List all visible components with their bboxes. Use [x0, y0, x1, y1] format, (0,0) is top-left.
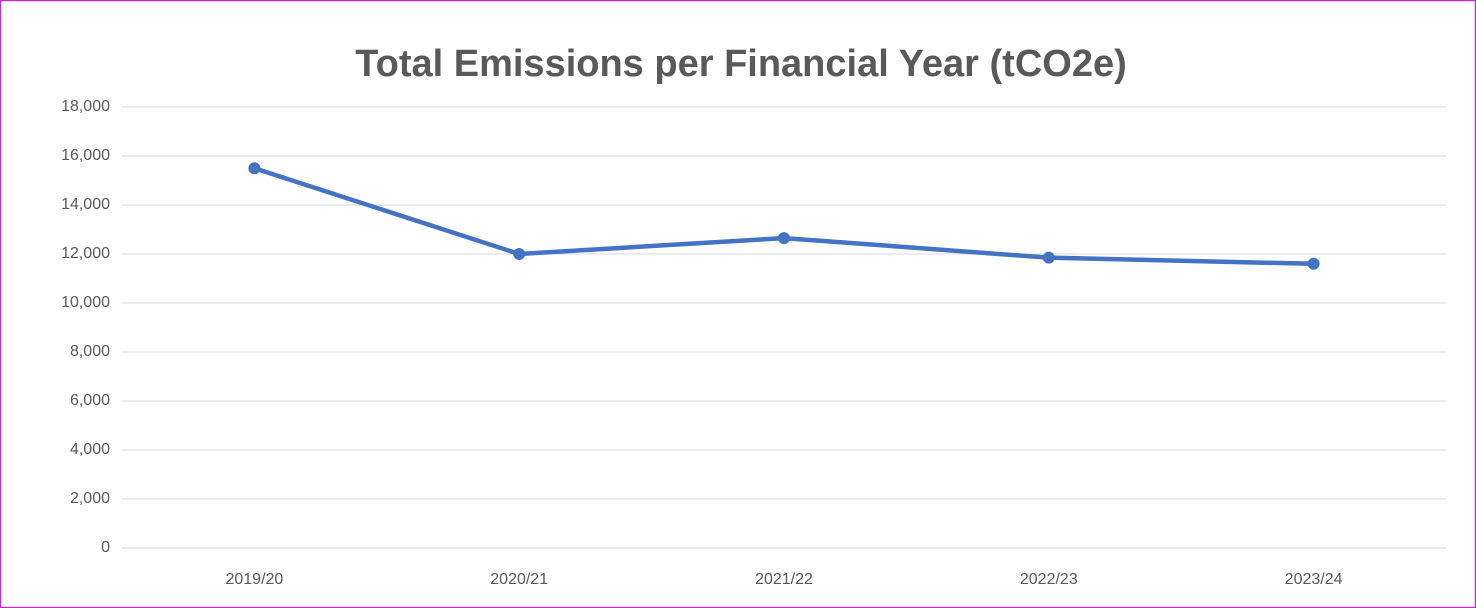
data-point	[513, 248, 526, 260]
x-tick-label: 2021/22	[755, 571, 813, 588]
y-tick-label: 16,000	[61, 147, 110, 164]
data-point	[1307, 257, 1320, 270]
y-tick-label: 0	[101, 539, 110, 556]
y-tick-label: 12,000	[61, 245, 110, 262]
y-tick-label: 6,000	[70, 392, 110, 409]
x-tick-label: 2023/24	[1285, 571, 1343, 588]
y-tick-label: 14,000	[61, 196, 110, 213]
y-tick-label: 18,000	[61, 98, 110, 115]
data-point	[1042, 251, 1055, 264]
x-tick-label: 2019/20	[225, 571, 283, 588]
y-tick-label: 8,000	[70, 343, 110, 360]
y-tick-label: 10,000	[61, 294, 110, 311]
y-tick-label: 4,000	[70, 441, 110, 458]
x-tick-label: 2022/23	[1020, 571, 1078, 588]
chart-title: Total Emissions per Financial Year (tCO2…	[355, 43, 1127, 85]
x-tick-label: 2020/21	[490, 571, 548, 588]
data-point	[248, 162, 261, 175]
y-tick-label: 2,000	[70, 490, 110, 507]
data-point	[778, 232, 790, 245]
